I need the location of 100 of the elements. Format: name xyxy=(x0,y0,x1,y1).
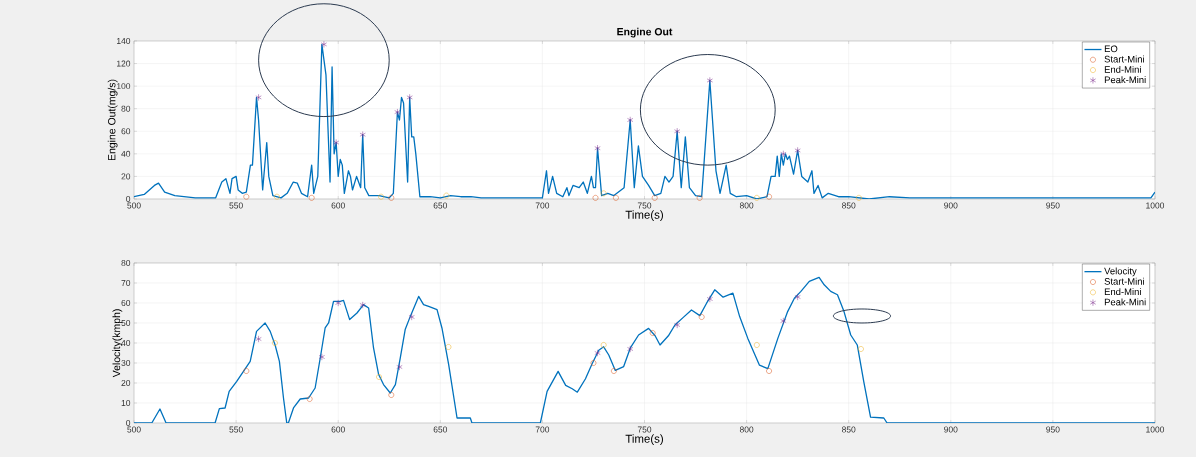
point xyxy=(753,195,760,201)
point xyxy=(611,368,617,374)
y-tick-label: 0 xyxy=(126,419,131,426)
x-tick-label: 750 xyxy=(637,426,652,433)
x-tick-label: 800 xyxy=(739,202,754,209)
y-tick-label: 40 xyxy=(121,150,131,157)
x-tick-label: 650 xyxy=(433,202,448,209)
legend-label: End-Mini xyxy=(1104,65,1141,73)
x-tick-label: 550 xyxy=(229,202,243,209)
point xyxy=(674,321,681,329)
x-tick-label: 500 xyxy=(127,426,141,433)
x-axis-title: Time(s) xyxy=(625,210,663,222)
point xyxy=(706,77,713,84)
y-tick-label: 70 xyxy=(121,280,131,286)
y-tick-label: 140 xyxy=(117,37,131,44)
point xyxy=(594,349,601,357)
point xyxy=(594,144,601,152)
point xyxy=(766,368,772,374)
x-tick-label: 750 xyxy=(637,202,652,209)
x-tick-label: 800 xyxy=(739,426,754,433)
point xyxy=(613,195,619,201)
x-tick-label: 1000 xyxy=(1146,426,1165,433)
x-tick-label: 650 xyxy=(433,426,448,433)
y-tick-label: 0 xyxy=(126,195,131,202)
x-tick-label: 950 xyxy=(1046,202,1060,209)
point xyxy=(406,93,413,101)
point xyxy=(780,317,787,325)
point xyxy=(274,193,280,200)
point xyxy=(600,190,607,197)
point xyxy=(359,131,366,139)
legend-label: Velocity xyxy=(1104,267,1137,277)
point xyxy=(272,340,278,346)
point xyxy=(780,150,787,158)
line-series xyxy=(134,43,1155,199)
legend-label: Start-Mini xyxy=(1104,55,1144,63)
y-axis-title: Engine Out(mg/s) xyxy=(107,79,118,161)
point xyxy=(318,353,325,361)
y-axis-title: Velocity(kmph) xyxy=(112,309,123,378)
point xyxy=(320,40,327,48)
y-tick-label: 80 xyxy=(121,260,131,266)
point xyxy=(335,299,342,307)
point xyxy=(649,330,656,336)
point xyxy=(378,193,384,200)
x-tick-label: 550 xyxy=(229,426,243,433)
y-tick-label: 20 xyxy=(121,173,131,180)
y-tick-label: 120 xyxy=(117,60,131,67)
point xyxy=(396,363,403,371)
legend-label: Start-Mini xyxy=(1104,277,1144,285)
point xyxy=(359,301,366,309)
point xyxy=(627,116,634,124)
x-tick-label: 500 xyxy=(127,202,141,209)
x-tick-label: 850 xyxy=(842,202,856,209)
point xyxy=(627,345,634,353)
x-tick-label: 600 xyxy=(331,426,345,433)
point xyxy=(794,293,801,301)
y-tick-label: 60 xyxy=(121,300,131,306)
y-tick-label: 10 xyxy=(121,399,131,406)
point xyxy=(308,195,315,201)
point xyxy=(333,139,340,146)
point xyxy=(388,392,395,398)
point xyxy=(696,195,703,201)
point xyxy=(388,195,395,201)
point xyxy=(243,193,250,200)
point xyxy=(376,374,382,380)
y-tick-label: 40 xyxy=(121,340,131,346)
y-tick-label: 20 xyxy=(121,380,131,386)
point xyxy=(255,93,262,101)
x-tick-label: 700 xyxy=(535,426,550,433)
x-tick-label: 900 xyxy=(944,426,958,433)
point xyxy=(408,313,415,321)
x-tick-label: 700 xyxy=(535,202,550,209)
x-tick-label: 600 xyxy=(331,202,345,209)
x-axis-title: Time(s) xyxy=(625,434,663,446)
y-tick-label: 60 xyxy=(121,128,131,135)
legend-label: End-Mini xyxy=(1104,288,1141,296)
y-tick-label: 100 xyxy=(117,83,131,90)
point xyxy=(766,193,772,200)
legend-label: Peak-Mini xyxy=(1104,298,1146,306)
point xyxy=(443,192,450,199)
point xyxy=(856,195,862,201)
y-tick-label: 30 xyxy=(121,360,131,366)
point xyxy=(706,295,713,303)
legend-label: Peak-Mini xyxy=(1104,76,1146,84)
x-tick-label: 900 xyxy=(944,202,958,209)
point xyxy=(794,147,801,154)
point xyxy=(674,127,681,135)
point xyxy=(753,342,760,348)
point xyxy=(394,108,401,116)
point xyxy=(255,335,262,343)
point xyxy=(306,396,313,402)
point xyxy=(445,344,452,350)
point xyxy=(698,314,705,320)
point xyxy=(858,346,864,352)
legend-label: EO xyxy=(1104,45,1118,53)
x-tick-label: 850 xyxy=(842,426,856,433)
point xyxy=(590,360,597,366)
point xyxy=(600,342,607,348)
x-tick-label: 950 xyxy=(1046,426,1060,433)
y-tick-label: 80 xyxy=(121,105,131,112)
point xyxy=(243,368,250,374)
